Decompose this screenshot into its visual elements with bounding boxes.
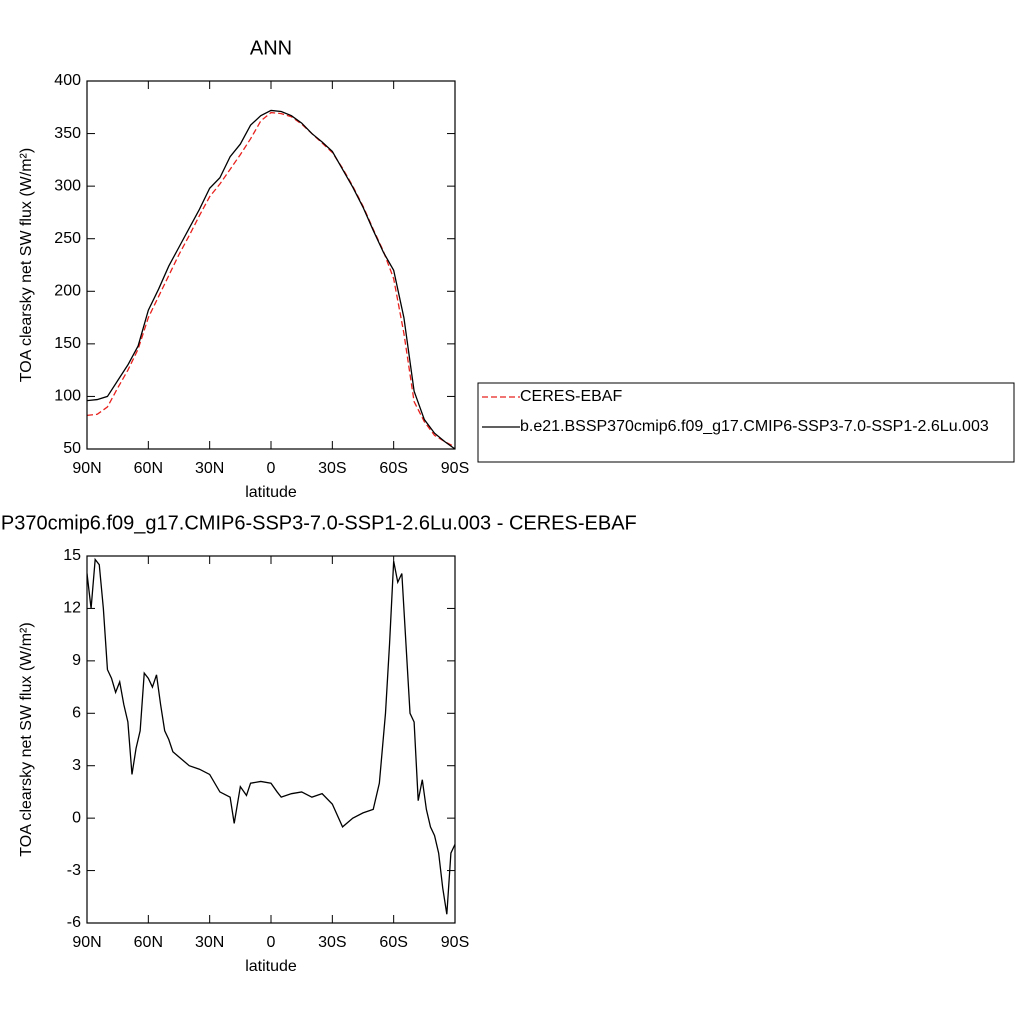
legend-label: b.e21.BSSP370cmip6.f09_g17.CMIP6-SSP3-7.… [520, 418, 989, 435]
x-tick-label: 30N [195, 460, 224, 477]
chart-title: ANN [250, 37, 292, 59]
y-tick-label: -3 [67, 862, 81, 879]
legend-label: CERES-EBAF [520, 388, 622, 405]
y-tick-label: 300 [54, 177, 81, 194]
x-tick-label: 30N [195, 934, 224, 951]
series-line [87, 109, 455, 449]
y-tick-label: 12 [63, 600, 81, 617]
x-tick-label: 90S [441, 460, 469, 477]
y-axis-label: TOA clearsky net SW flux (W/m²) [18, 622, 35, 856]
y-axis-label: TOA clearsky net SW flux (W/m²) [18, 148, 35, 382]
y-tick-label: 350 [54, 125, 81, 142]
x-tick-label: 60N [134, 934, 163, 951]
x-tick-label: 0 [267, 934, 276, 951]
series-line [87, 111, 455, 448]
y-tick-label: 100 [54, 388, 81, 405]
y-tick-label: 6 [72, 705, 81, 722]
y-tick-label: 0 [72, 809, 81, 826]
x-tick-label: 30S [318, 460, 346, 477]
y-tick-label: 3 [72, 757, 81, 774]
x-tick-label: 90N [72, 934, 101, 951]
x-tick-label: 90N [72, 460, 101, 477]
y-tick-label: 150 [54, 335, 81, 352]
y-tick-label: 400 [54, 72, 81, 89]
x-tick-label: 0 [267, 460, 276, 477]
y-tick-label: 250 [54, 230, 81, 247]
x-tick-label: 60S [379, 934, 407, 951]
y-tick-label: -6 [67, 914, 81, 931]
x-tick-label: 60S [379, 460, 407, 477]
legend-box [477, 382, 1015, 463]
x-tick-label: 60N [134, 460, 163, 477]
plot-frame [86, 80, 456, 450]
x-tick-label: 30S [318, 934, 346, 951]
x-tick-label: 90S [441, 934, 469, 951]
y-tick-label: 200 [54, 283, 81, 300]
x-axis-label: latitude [245, 484, 297, 501]
chart-title: b.e21.BSSP370cmip6.f09_g17.CMIP6-SSP3-7.… [0, 512, 637, 534]
series-line [87, 557, 455, 915]
plot-frame [86, 555, 456, 924]
y-tick-label: 15 [63, 547, 81, 564]
x-axis-label: latitude [245, 958, 297, 975]
y-tick-label: 50 [63, 440, 81, 457]
y-tick-label: 9 [72, 652, 81, 669]
